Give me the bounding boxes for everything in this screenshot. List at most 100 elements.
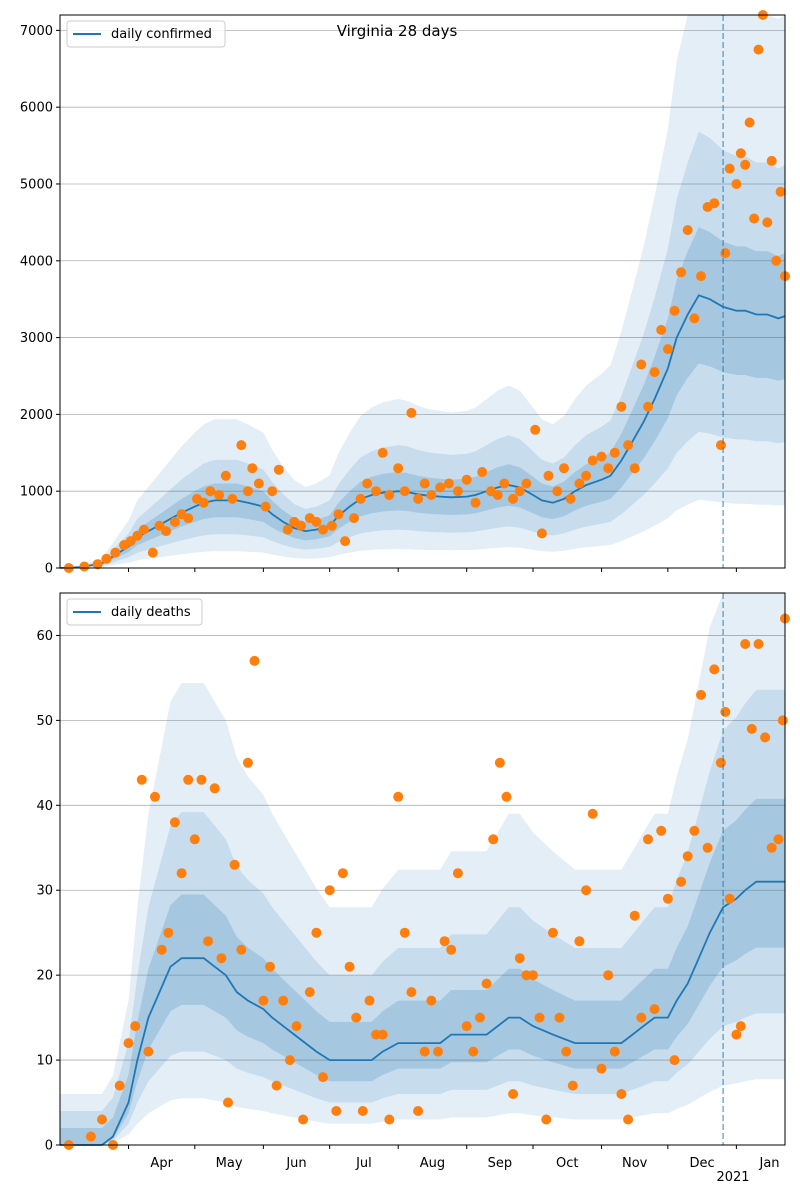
confirmed-point (720, 248, 731, 259)
confirmed-point (766, 155, 777, 166)
deaths-point (541, 1114, 552, 1125)
deaths-point (561, 1046, 572, 1057)
confirmed-point (559, 463, 569, 474)
confirmed-point (508, 493, 519, 504)
deaths-point (114, 1080, 125, 1091)
confirmed-point (371, 486, 382, 497)
deaths-point (702, 842, 713, 853)
confirmed-y-tick-label: 2000 (20, 408, 53, 423)
deaths-point (97, 1114, 107, 1125)
deaths-point (123, 1038, 134, 1049)
confirmed-y-tick-label: 6000 (20, 101, 53, 116)
confirmed-point (749, 213, 760, 224)
deaths-y-tick-label: 0 (45, 1139, 53, 1154)
deaths-y-ticks: 0 10 20 30 40 50 60 (36, 629, 60, 1154)
confirmed-point (92, 559, 103, 570)
confirmed-point (581, 470, 592, 481)
deaths-point (746, 723, 757, 734)
deaths-point (399, 927, 410, 938)
deaths-point (636, 1012, 647, 1023)
confirmed-point (689, 313, 700, 324)
deaths-y-tick-label: 60 (36, 629, 53, 644)
deaths-point (196, 774, 207, 785)
deaths-point (85, 1131, 96, 1142)
deaths-point (649, 1004, 660, 1015)
deaths-point (249, 655, 260, 666)
confirmed-point (214, 490, 225, 500)
confirmed-point (147, 547, 158, 558)
deaths-band-1 (60, 593, 785, 1145)
deaths-x-tick-label: Jan (759, 1156, 780, 1171)
deaths-point (773, 834, 784, 845)
confirmed-point (260, 501, 271, 512)
deaths-point (242, 757, 253, 768)
deaths-point (587, 808, 598, 819)
deaths-point (760, 732, 771, 743)
deaths-point (656, 825, 667, 836)
deaths-line (60, 880, 785, 1146)
deaths-x-tick-label: Apr (150, 1156, 173, 1171)
deaths-point (682, 851, 693, 862)
confirmed-point (715, 440, 726, 451)
deaths-point (696, 689, 706, 700)
confirmed-point (79, 561, 90, 572)
deaths-point (777, 715, 788, 726)
deaths-point (258, 995, 269, 1006)
deaths-point (150, 791, 160, 802)
deaths-frame (59, 592, 786, 1146)
deaths-point (223, 1097, 233, 1108)
deaths-point (337, 868, 348, 879)
deaths-x-tick-label: Jun (285, 1156, 306, 1171)
deaths-y-tick-label: 50 (36, 714, 53, 729)
deaths-point (475, 1012, 485, 1023)
deaths-point (534, 1012, 545, 1023)
deaths-panel: 0 10 20 30 40 50 60 Apr May Jun Jul Aug Sep Oct Nov De… (36, 592, 790, 1185)
confirmed-point (205, 486, 216, 497)
confirmed-point (587, 455, 598, 466)
deaths-point (669, 1055, 680, 1066)
confirmed-point (326, 520, 337, 531)
deaths-x-tick-label: Jul (355, 1156, 372, 1171)
confirmed-point (406, 407, 417, 418)
confirmed-point (247, 463, 258, 474)
confirmed-point (435, 482, 446, 493)
deaths-x-ticks: Apr May Jun Jul Aug Sep Oct Nov Dec Jan (128, 1145, 780, 1171)
deaths-point (501, 791, 512, 802)
confirmed-point (110, 547, 121, 558)
confirmed-point (709, 198, 720, 209)
confirmed-point (253, 478, 264, 489)
confirmed-point (282, 524, 293, 535)
confirmed-frame (59, 14, 786, 569)
confirmed-point (426, 490, 437, 500)
deaths-point (271, 1080, 282, 1091)
confirmed-point (735, 148, 746, 159)
deaths-point (284, 1055, 295, 1066)
deaths-point (439, 936, 450, 947)
deaths-point (766, 842, 777, 853)
deaths-point (413, 1106, 424, 1116)
confirmed-point (384, 490, 395, 500)
deaths-point (351, 1012, 362, 1023)
confirmed-band-1 (60, 15, 785, 568)
deaths-y-tick-label: 30 (36, 884, 53, 899)
deaths-point (311, 927, 322, 938)
deaths-x-tick-label: Aug (420, 1156, 445, 1171)
confirmed-point (536, 528, 547, 539)
deaths-point (419, 1046, 430, 1057)
deaths-point (156, 944, 167, 955)
confirmed-point (227, 493, 238, 504)
confirmed-point (101, 553, 112, 564)
deaths-point (596, 1063, 607, 1074)
confirmed-point (139, 524, 149, 535)
deaths-band-2 (60, 689, 785, 1145)
confirmed-point (198, 497, 209, 508)
deaths-point (554, 1012, 565, 1023)
x-axis-year-label: 2021 (716, 1170, 749, 1185)
confirmed-point (574, 478, 585, 489)
confirmed-point (169, 516, 180, 527)
deaths-point (136, 774, 147, 785)
confirmed-point (731, 179, 742, 189)
deaths-point (603, 970, 614, 981)
confirmed-point (273, 464, 284, 475)
confirmed-point (318, 524, 328, 535)
